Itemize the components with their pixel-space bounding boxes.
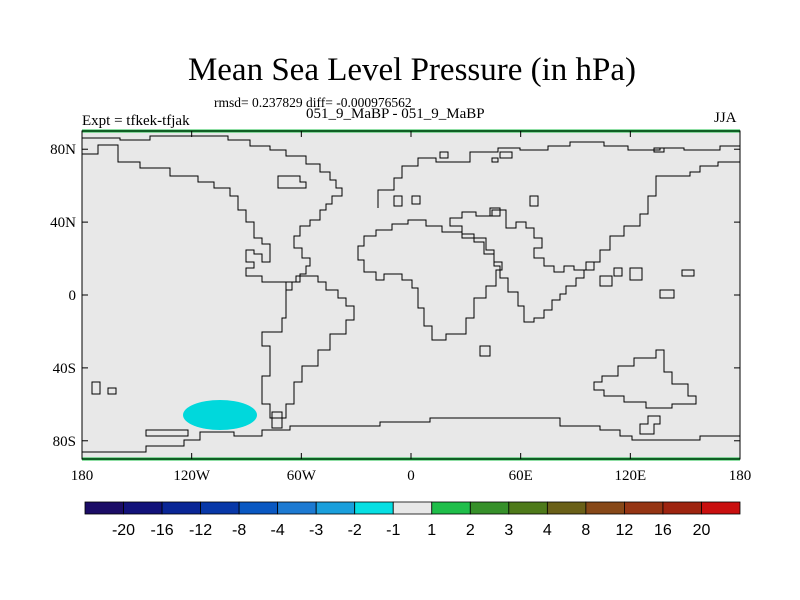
map-panel (82, 131, 740, 459)
colorbar-swatch (624, 501, 664, 515)
colorbar-label: -1 (386, 522, 400, 539)
x-tick-label: 120W (173, 468, 211, 484)
colorbar-swatch (431, 501, 471, 515)
anomaly-region (183, 400, 257, 430)
y-tick-label: 40N (50, 215, 76, 231)
colorbar-swatch (84, 501, 124, 515)
colorbar-label: 2 (466, 522, 475, 539)
x-tick-label: 60E (509, 468, 533, 484)
colorbar-label: 20 (693, 522, 711, 539)
colorbar-swatch (277, 501, 317, 515)
y-tick-label: 80N (50, 142, 76, 158)
colorbar-swatch (315, 501, 356, 515)
colorbar-label: -12 (189, 522, 212, 539)
x-tick-label: 0 (407, 468, 415, 484)
colorbar-label: -4 (271, 522, 285, 539)
colorbar-swatch (161, 501, 201, 515)
colorbar-label: -20 (112, 522, 135, 539)
colorbar-swatch (546, 501, 587, 515)
chart-title: Mean Sea Level Pressure (in hPa) (187, 52, 637, 88)
colorbar-label: 3 (504, 522, 513, 539)
experiment-label: Expt = tfkek-tfjak (82, 113, 190, 129)
colorbar-swatch (508, 501, 548, 515)
colorbar-swatch (585, 501, 625, 515)
x-axis: 180 120W 60W 0 60E 120E 180 (71, 131, 752, 484)
x-tick-label: 60W (287, 468, 317, 484)
y-axis: 80N 40N 0 40S 80S (50, 142, 740, 450)
y-tick-label: 40S (53, 361, 76, 377)
colorbar-swatch (662, 501, 702, 515)
season-label: JJA (714, 110, 737, 126)
colorbar-swatch (469, 501, 510, 515)
coastlines (82, 135, 740, 453)
colorbar-label: 4 (543, 522, 552, 539)
y-tick-label: 0 (69, 288, 77, 304)
colorbar-label: -8 (232, 522, 246, 539)
colorbar-label: 1 (427, 522, 436, 539)
colorbar-swatch (354, 501, 394, 515)
colorbar-label: -2 (348, 522, 362, 539)
colorbar-label: 8 (581, 522, 590, 539)
colorbar-swatch (392, 501, 433, 515)
colorbar-swatch (238, 501, 279, 515)
colorbar-label: 12 (616, 522, 634, 539)
colorbar-swatch (701, 501, 741, 515)
colorbar-swatch (200, 501, 240, 515)
x-tick-label: 180 (71, 468, 94, 484)
x-tick-label: 180 (729, 468, 752, 484)
colorbar: -20 -16 -12 -8 -4 -3 -2 -1 1 2 3 4 8 12 16 20 (84, 501, 741, 539)
colorbar-label: -16 (150, 522, 173, 539)
colorbar-label: -3 (309, 522, 323, 539)
chart-subtitle: 051_9_MaBP - 051_9_MaBP (306, 106, 485, 122)
stats-text: rmsd= 0.237829 diff= -0.000976562 (214, 95, 412, 110)
x-tick-label: 120E (614, 468, 646, 484)
colorbar-swatch (123, 501, 163, 515)
colorbar-label: 16 (654, 522, 672, 539)
y-tick-label: 80S (53, 434, 76, 450)
